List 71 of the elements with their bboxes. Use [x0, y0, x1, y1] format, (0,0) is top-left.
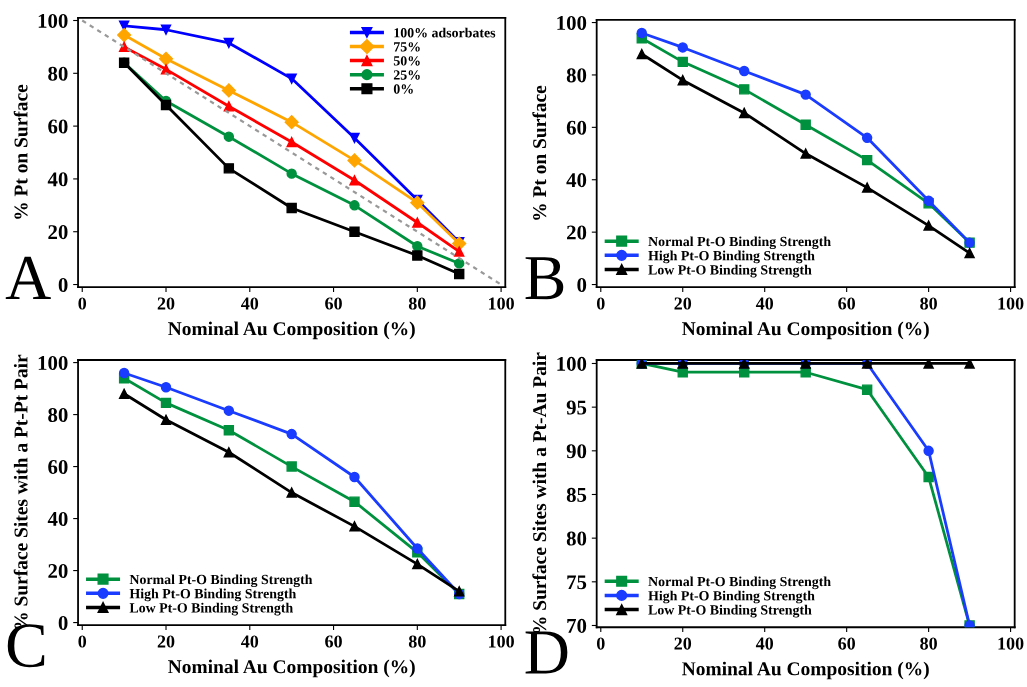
- x-tick-label: 80: [920, 637, 937, 650]
- x-tick-label: 20: [157, 297, 175, 310]
- x-tick-label: 60: [325, 297, 342, 310]
- x-tick-label: 80: [920, 297, 937, 310]
- y-tick-label: 80: [566, 68, 587, 83]
- y-tick-label: 95: [566, 400, 587, 415]
- y-tick-label: 100: [557, 356, 587, 371]
- y-tick-label: 40: [47, 172, 68, 187]
- y-tick-label: 0: [58, 277, 68, 292]
- x-tick-label: 100: [998, 637, 1024, 650]
- y-tick-label: 80: [566, 531, 587, 546]
- y-tick-label: 60: [566, 120, 587, 135]
- x-axis-title: Nominal Au Composition (%): [168, 321, 415, 340]
- y-tick-label: 20: [567, 225, 587, 240]
- legend-label: Normal Pt-O Binding Strength: [129, 574, 313, 588]
- y-tick-label: 100: [557, 15, 587, 30]
- legend-label: 25%: [393, 70, 420, 80]
- y-tick-label: 70: [567, 618, 587, 633]
- legend-label: Normal Pt-O Binding Strength: [648, 576, 831, 590]
- y-tick-label: 100: [38, 355, 68, 371]
- x-tick-label: 100: [489, 635, 514, 648]
- y-tick-label: 90: [566, 444, 587, 459]
- x-tick-label: 0: [78, 297, 87, 310]
- legend-label: 0%: [393, 84, 413, 94]
- x-tick-label: 80: [408, 297, 426, 310]
- x-tick-label: 40: [755, 297, 774, 310]
- legend-label: High Pt-O Binding Strength: [129, 588, 297, 602]
- y-tick-label: 80: [48, 66, 68, 81]
- text: B: [525, 257, 564, 300]
- x-tick-label: 20: [674, 297, 692, 310]
- text: A: [5, 256, 51, 299]
- x-tick-label: 60: [838, 637, 855, 650]
- y-tick-label: 20: [48, 225, 68, 240]
- x-tick-label: 20: [674, 637, 692, 650]
- x-tick-label: 0: [596, 297, 605, 310]
- x-tick-label: 60: [838, 297, 855, 310]
- x-axis-title: Nominal Au Composition (%): [682, 321, 929, 340]
- y-tick-label: 80: [48, 407, 68, 423]
- y-tick-label: 40: [566, 173, 587, 188]
- x-tick-label: 60: [325, 635, 342, 648]
- legend-label: 75%: [394, 42, 420, 52]
- x-tick-label: 40: [241, 297, 259, 310]
- legend-label: Low Pt-O Binding Strength: [648, 604, 812, 618]
- y-tick-label: 60: [48, 459, 68, 475]
- y-tick-label: 0: [58, 615, 68, 630]
- x-tick-label: 20: [157, 635, 175, 648]
- y-tick-label: 85: [566, 487, 587, 502]
- y-tick-label: 20: [48, 563, 68, 579]
- x-tick-label: 100: [489, 297, 514, 310]
- x-tick-label: 40: [755, 637, 774, 650]
- x-tick-label: 80: [408, 635, 426, 648]
- legend-label: Normal Pt-O Binding Strength: [648, 236, 831, 250]
- legend-label: High Pt-O Binding Strength: [648, 250, 815, 264]
- y-axis-title: % Pt on Surface: [13, 84, 28, 219]
- legend-label: Low Pt-O Binding Strength: [129, 602, 293, 616]
- y-tick-label: 40: [47, 511, 68, 527]
- legend-label: Low Pt-O Binding Strength: [648, 264, 812, 278]
- x-tick-label: 0: [78, 635, 87, 648]
- x-axis-title: Nominal Au Composition (%): [168, 659, 415, 678]
- legend-label: 50%: [393, 56, 420, 66]
- y-tick-label: 100: [38, 13, 68, 28]
- x-axis-title: Nominal Au Composition (%): [682, 661, 929, 680]
- y-tick-label: 0: [577, 277, 587, 292]
- y-axis-title: % Pt on Surface: [532, 85, 547, 220]
- legend-label: High Pt-O Binding Strength: [648, 590, 815, 604]
- x-tick-label: 100: [998, 297, 1024, 310]
- y-tick-label: 75: [567, 575, 587, 590]
- legend-label: 100% adsorbates: [394, 27, 496, 38]
- x-tick-label: 0: [596, 637, 605, 650]
- x-tick-label: 40: [241, 635, 259, 648]
- y-tick-label: 60: [48, 119, 68, 134]
